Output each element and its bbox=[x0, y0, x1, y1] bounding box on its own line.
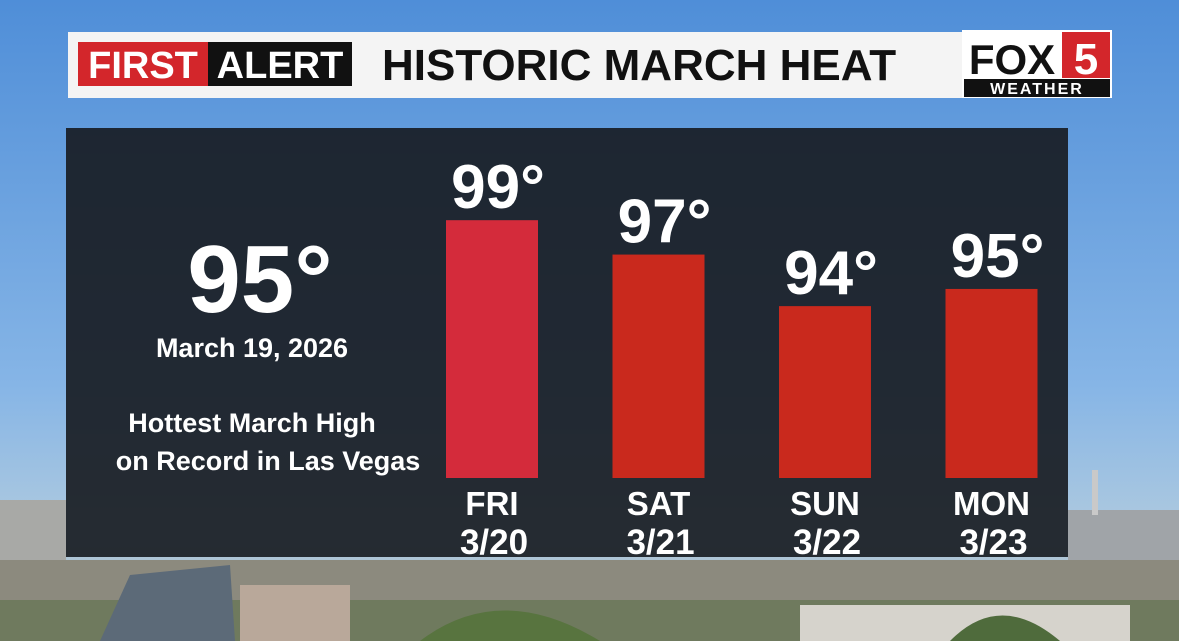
first-badge bbox=[78, 42, 208, 86]
logo-weather-box bbox=[964, 79, 1110, 97]
value-label: 99° bbox=[451, 153, 545, 222]
bar bbox=[612, 254, 705, 478]
bar bbox=[779, 306, 871, 478]
date-label: 3/21 bbox=[626, 523, 694, 562]
header-title: HISTORIC MARCH HEAT bbox=[382, 41, 896, 90]
day-label: SAT bbox=[627, 485, 691, 522]
date-label: 3/22 bbox=[793, 523, 861, 562]
value-label: 95° bbox=[951, 222, 1045, 291]
chart-panel bbox=[66, 128, 1068, 557]
record-note: Hottest March High bbox=[128, 408, 376, 438]
day-label: FRI bbox=[465, 485, 518, 522]
day-label: SUN bbox=[790, 485, 860, 522]
alert-badge bbox=[208, 42, 352, 86]
record-note: on Record in Las Vegas bbox=[116, 446, 421, 476]
date-label: 3/20 bbox=[460, 523, 528, 562]
record-temperature: 95° bbox=[187, 226, 332, 333]
bar bbox=[446, 220, 538, 478]
logo-fox: FOX bbox=[969, 36, 1055, 83]
day-label: MON bbox=[953, 485, 1030, 522]
value-label: 97° bbox=[618, 188, 712, 257]
logo-weather: WEATHER bbox=[990, 81, 1084, 98]
logo-five: 5 bbox=[1074, 35, 1098, 84]
bar bbox=[945, 288, 1038, 478]
station-logo: FOX 5 WEATHER bbox=[962, 30, 1112, 98]
city-background bbox=[0, 470, 1179, 641]
date-label: 3/23 bbox=[959, 523, 1027, 562]
record-date: March 19, 2026 bbox=[156, 333, 348, 363]
first-label: FIRST bbox=[88, 45, 198, 87]
value-label: 94° bbox=[784, 239, 878, 308]
alert-label: ALERT bbox=[217, 45, 344, 87]
logo-five-box bbox=[1062, 32, 1110, 78]
